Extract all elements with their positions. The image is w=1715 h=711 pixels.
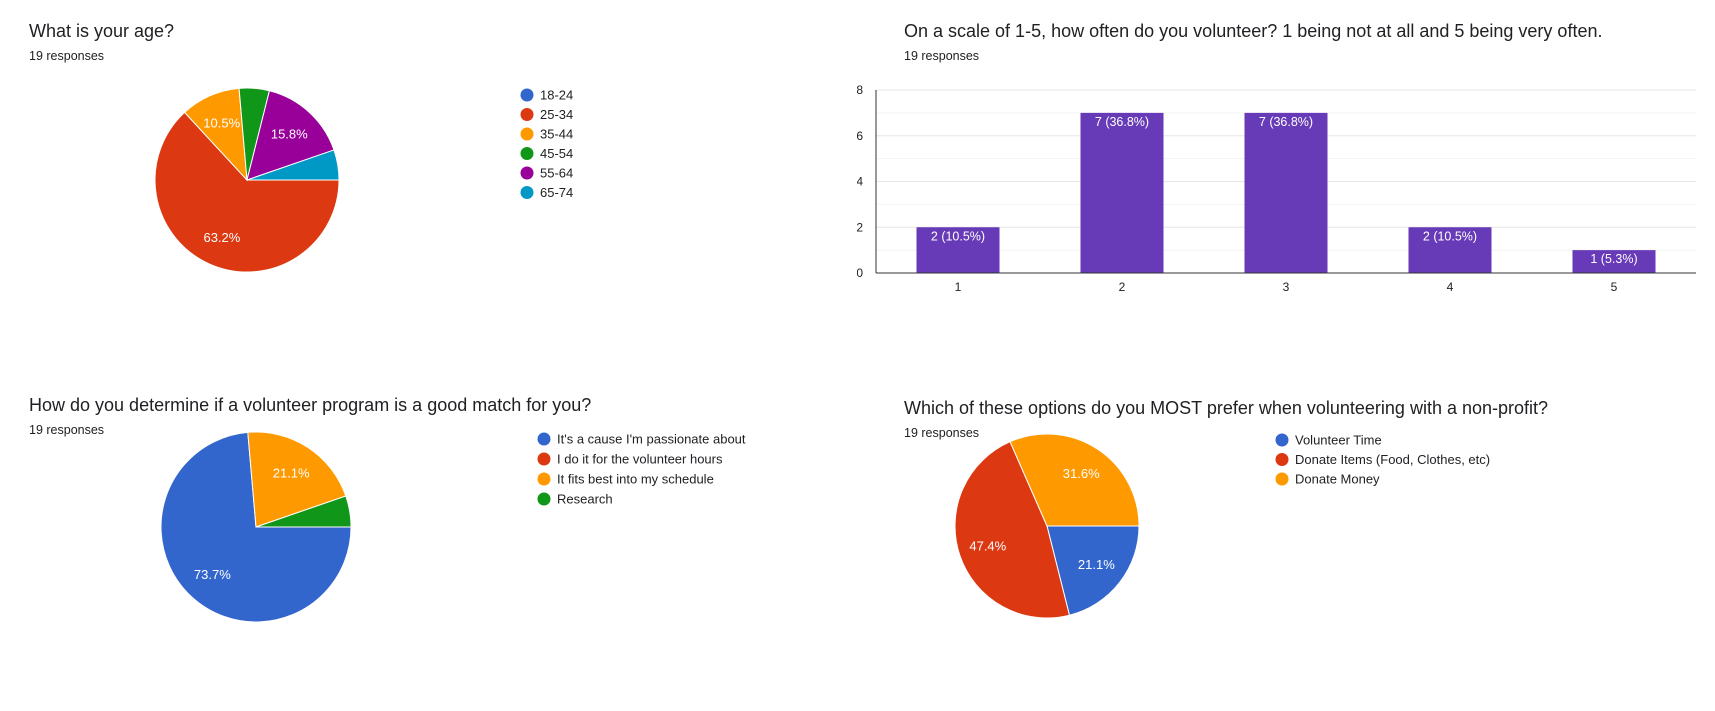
- legend-label-i-do-it-for-the-volunteer-hours: I do it for the volunteer hours: [557, 452, 723, 467]
- pie-slice-label: 15.8%: [271, 126, 308, 141]
- x-tick-label: 5: [1611, 280, 1618, 294]
- pie-slice-25-34: [154, 111, 340, 273]
- legend-swatch-donate-items-food-clothes-etc: [1275, 453, 1289, 466]
- preference-question-panel: Which of these options do you MOST prefe…: [904, 398, 1704, 698]
- x-tick-label: 4: [1447, 280, 1454, 294]
- pie-slice-label: 31.6%: [1063, 466, 1100, 481]
- legend-label-donate-items-food-clothes-etc: Donate Items (Food, Clothes, etc): [1295, 452, 1490, 467]
- legend-label-18-24: 18-24: [540, 88, 573, 103]
- legend-swatch-donate-money: [1275, 472, 1289, 486]
- pie-slice-volunteer-time: [1046, 525, 1140, 616]
- legend-label-it-fits-best-into-my-schedule: It fits best into my schedule: [557, 472, 714, 487]
- pie-slice-label: 73.7%: [194, 567, 231, 582]
- y-tick-label: 0: [857, 266, 863, 280]
- response-count: 19 responses: [29, 423, 105, 437]
- bar-1: [916, 227, 1000, 273]
- frequency-question-panel: On a scale of 1-5, how often do you volu…: [904, 21, 1704, 321]
- bar-5: [1572, 250, 1656, 273]
- preference-pie-chart: 21.1% 47.4% 31.6% Volunteer Time Donate Item…: [954, 433, 1490, 619]
- question-title: On a scale of 1-5, how often do you volu…: [904, 21, 1603, 41]
- y-tick-label: 4: [857, 175, 863, 189]
- legend-label-65-74: 65-74: [540, 185, 573, 200]
- y-tick-label: 6: [857, 129, 863, 143]
- match-pie-chart: 73.7% 21.1% It's a cause I'm passionate ab…: [160, 431, 746, 623]
- legend-swatch-25-34: [520, 108, 534, 121]
- pie-slice-label: 10.5%: [203, 115, 240, 130]
- bar-3: [1244, 112, 1328, 273]
- frequency-bar-chart: 0 2 4 6 8 2 (10.5%) 1 7 (36.8%) 2 7 (36.8%) 3 2 (10…: [857, 83, 1696, 294]
- legend-label-25-34: 25-34: [540, 107, 573, 122]
- y-tick-label: 2: [857, 220, 863, 234]
- bar-4: [1408, 227, 1492, 273]
- legend-swatch-45-54: [520, 147, 534, 160]
- pie-slice-label: 63.2%: [203, 230, 240, 245]
- legend-label-55-64: 55-64: [540, 166, 573, 181]
- response-count: 19 responses: [904, 49, 980, 63]
- match-question-panel: How do you determine if a volunteer prog…: [29, 395, 829, 695]
- bar-value-label: 2 (10.5%): [931, 229, 985, 243]
- response-count: 19 responses: [29, 49, 105, 63]
- pie-slice-it-fits-best-into-my-schedule: [247, 431, 347, 528]
- legend-swatch-35-44: [520, 127, 534, 141]
- legend-swatch-65-74: [520, 186, 534, 199]
- pie-slice-55-64: [246, 90, 335, 181]
- question-title: Which of these options do you MOST prefe…: [904, 398, 1549, 418]
- question-title: What is your age?: [29, 21, 175, 41]
- legend-label-it-s-a-cause-i-m-passionate-about: It's a cause I'm passionate about: [557, 432, 746, 447]
- legend-swatch-it-fits-best-into-my-schedule: [537, 472, 551, 486]
- question-title: How do you determine if a volunteer prog…: [29, 395, 592, 415]
- legend-label-volunteer-time: Volunteer Time: [1295, 433, 1382, 448]
- pie-slice-research: [255, 495, 352, 528]
- response-count: 19 responses: [904, 426, 980, 440]
- pie-slice-label: 21.1%: [273, 465, 310, 480]
- legend-swatch-it-s-a-cause-i-m-passionate-about: [537, 432, 551, 446]
- bar-value-label: 7 (36.8%): [1095, 115, 1149, 129]
- pie-slice-label: 47.4%: [969, 539, 1006, 554]
- legend-swatch-volunteer-time: [1275, 433, 1289, 447]
- bar-2: [1080, 112, 1164, 273]
- legend-label-35-44: 35-44: [540, 127, 573, 142]
- legend-swatch-18-24: [520, 88, 534, 102]
- legend-swatch-i-do-it-for-the-volunteer-hours: [537, 452, 551, 466]
- x-tick-label: 3: [1283, 280, 1290, 294]
- legend-label-donate-money: Donate Money: [1295, 472, 1380, 487]
- y-tick-label: 8: [857, 83, 863, 97]
- pie-slice-donate-items-food-clothes-etc: [954, 441, 1071, 619]
- age-question-panel: What is your age? 19 responses: [29, 21, 829, 321]
- legend-swatch-research: [537, 492, 551, 506]
- x-tick-label: 2: [1119, 280, 1126, 294]
- x-tick-label: 1: [955, 280, 962, 294]
- legend-label-research: Research: [557, 492, 613, 507]
- pie-slice-65-74: [246, 149, 340, 181]
- age-pie-chart: 63.2% 10.5% 15.8% 18-24 25-34 35-44 45-54 55-64…: [154, 88, 573, 273]
- legend-label-45-54: 45-54: [540, 146, 573, 161]
- pie-slice-donate-money: [1009, 433, 1140, 527]
- pie-slice-label: 21.1%: [1078, 557, 1115, 572]
- bar-value-label: 7 (36.8%): [1259, 115, 1313, 129]
- bar-value-label: 2 (10.5%): [1423, 229, 1477, 243]
- bar-value-label: 1 (5.3%): [1590, 252, 1637, 266]
- legend-swatch-55-64: [520, 166, 534, 180]
